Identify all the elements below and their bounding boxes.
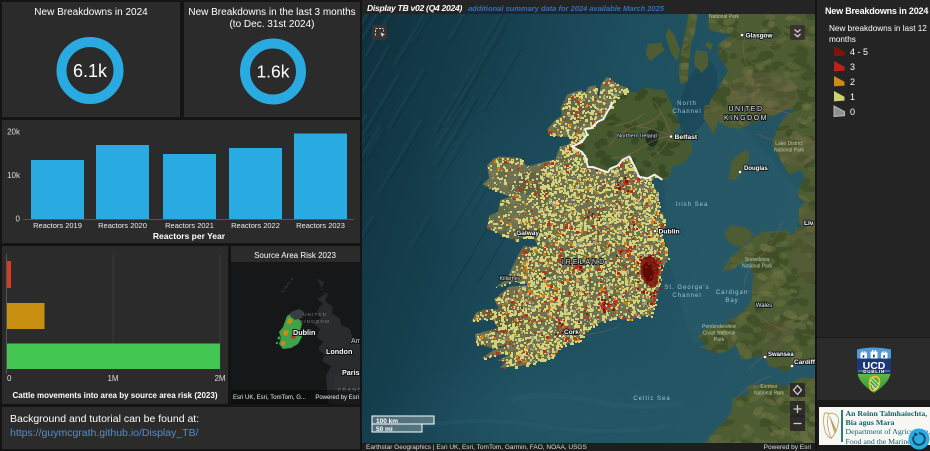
svg-text:Lake District: Lake District <box>775 141 803 147</box>
svg-text:0: 0 <box>16 215 21 224</box>
svg-text:2M: 2M <box>214 374 225 383</box>
svg-text:Glasgow: Glasgow <box>746 33 774 40</box>
svg-text:UNITED: UNITED <box>303 312 327 318</box>
svg-text:20k: 20k <box>7 128 21 137</box>
svg-text:2: 2 <box>850 77 855 87</box>
svg-text:Cork: Cork <box>564 329 579 336</box>
svg-text:Park: Park <box>714 337 725 343</box>
svg-text:Paris: Paris <box>342 368 360 377</box>
svg-text:Source Area Risk 2023: Source Area Risk 2023 <box>254 251 336 260</box>
svg-text:1: 1 <box>850 92 855 102</box>
svg-text:National Park: National Park <box>754 391 785 397</box>
svg-text:0: 0 <box>850 107 855 117</box>
svg-text:Am: Am <box>351 338 360 345</box>
svg-text:Galway: Galway <box>516 230 539 237</box>
svg-text:Exmoor: Exmoor <box>760 384 778 390</box>
svg-text:Douglas: Douglas <box>744 166 768 172</box>
svg-text:KINGDOM: KINGDOM <box>724 115 768 122</box>
svg-text:North: North <box>677 101 697 107</box>
svg-text:Channel: Channel <box>672 293 701 299</box>
svg-text:Reactors 2023: Reactors 2023 <box>296 221 345 230</box>
svg-text:4 - 5: 4 - 5 <box>850 47 868 57</box>
svg-text:National Park: National Park <box>742 264 773 270</box>
svg-text:Cattle movements into area by: Cattle movements into area by source are… <box>13 391 218 400</box>
svg-text:100 km: 100 km <box>376 418 398 425</box>
svg-text:Irish Sea: Irish Sea <box>676 202 709 208</box>
svg-text:Reactors 2020: Reactors 2020 <box>98 221 147 230</box>
svg-text:UNITED: UNITED <box>728 106 763 113</box>
svg-text:3: 3 <box>850 62 855 72</box>
svg-text:Reactors 2022: Reactors 2022 <box>231 221 280 230</box>
svg-text:London: London <box>326 347 352 356</box>
svg-text:Snowdonia: Snowdonia <box>745 257 770 263</box>
svg-text:Esri UK, Esri, TomTom, G...: Esri UK, Esri, TomTom, G... <box>233 395 306 401</box>
svg-text:Belfast: Belfast <box>675 134 698 141</box>
svg-text:Wales: Wales <box>756 303 772 309</box>
svg-text:Northern Ireland: Northern Ireland <box>617 134 657 140</box>
svg-text:Reactors 2019: Reactors 2019 <box>33 221 82 230</box>
svg-text:6.1k: 6.1k <box>73 61 108 81</box>
svg-text:1.6k: 1.6k <box>256 62 289 82</box>
svg-text:50 mi: 50 mi <box>376 426 393 433</box>
svg-text:KINGDOM: KINGDOM <box>300 319 330 325</box>
svg-text:National Park: National Park <box>709 14 740 20</box>
svg-text:Cardiff: Cardiff <box>794 359 815 366</box>
svg-text:Killarney: Killarney <box>499 276 520 282</box>
svg-text:Liv: Liv <box>804 220 814 227</box>
svg-text:St. George's: St. George's <box>664 285 709 291</box>
svg-text:Bay: Bay <box>725 298 738 304</box>
svg-text:National Park: National Park <box>774 148 805 154</box>
svg-text:UCD: UCD <box>863 360 886 372</box>
svg-text:IRELAND: IRELAND <box>562 259 606 266</box>
svg-text:Powered by Esri: Powered by Esri <box>315 395 359 401</box>
svg-text:Dublin: Dublin <box>293 328 315 337</box>
svg-text:0: 0 <box>7 374 12 383</box>
svg-text:1M: 1M <box>107 374 118 383</box>
svg-text:Dublin: Dublin <box>659 229 680 236</box>
svg-text:Coast National: Coast National <box>703 331 736 337</box>
svg-text:Cardigan: Cardigan <box>716 290 748 296</box>
svg-text:Pembrokeshire: Pembrokeshire <box>702 324 736 330</box>
svg-text:Celtic Sea: Celtic Sea <box>633 396 670 402</box>
svg-text:Reactors per Year: Reactors per Year <box>153 231 226 241</box>
svg-text:Reactors 2021: Reactors 2021 <box>165 221 214 230</box>
svg-text:Swansea: Swansea <box>768 352 794 358</box>
svg-text:DUBLIN: DUBLIN <box>863 369 885 374</box>
svg-text:Channel: Channel <box>672 109 701 115</box>
svg-text:10k: 10k <box>7 171 21 180</box>
